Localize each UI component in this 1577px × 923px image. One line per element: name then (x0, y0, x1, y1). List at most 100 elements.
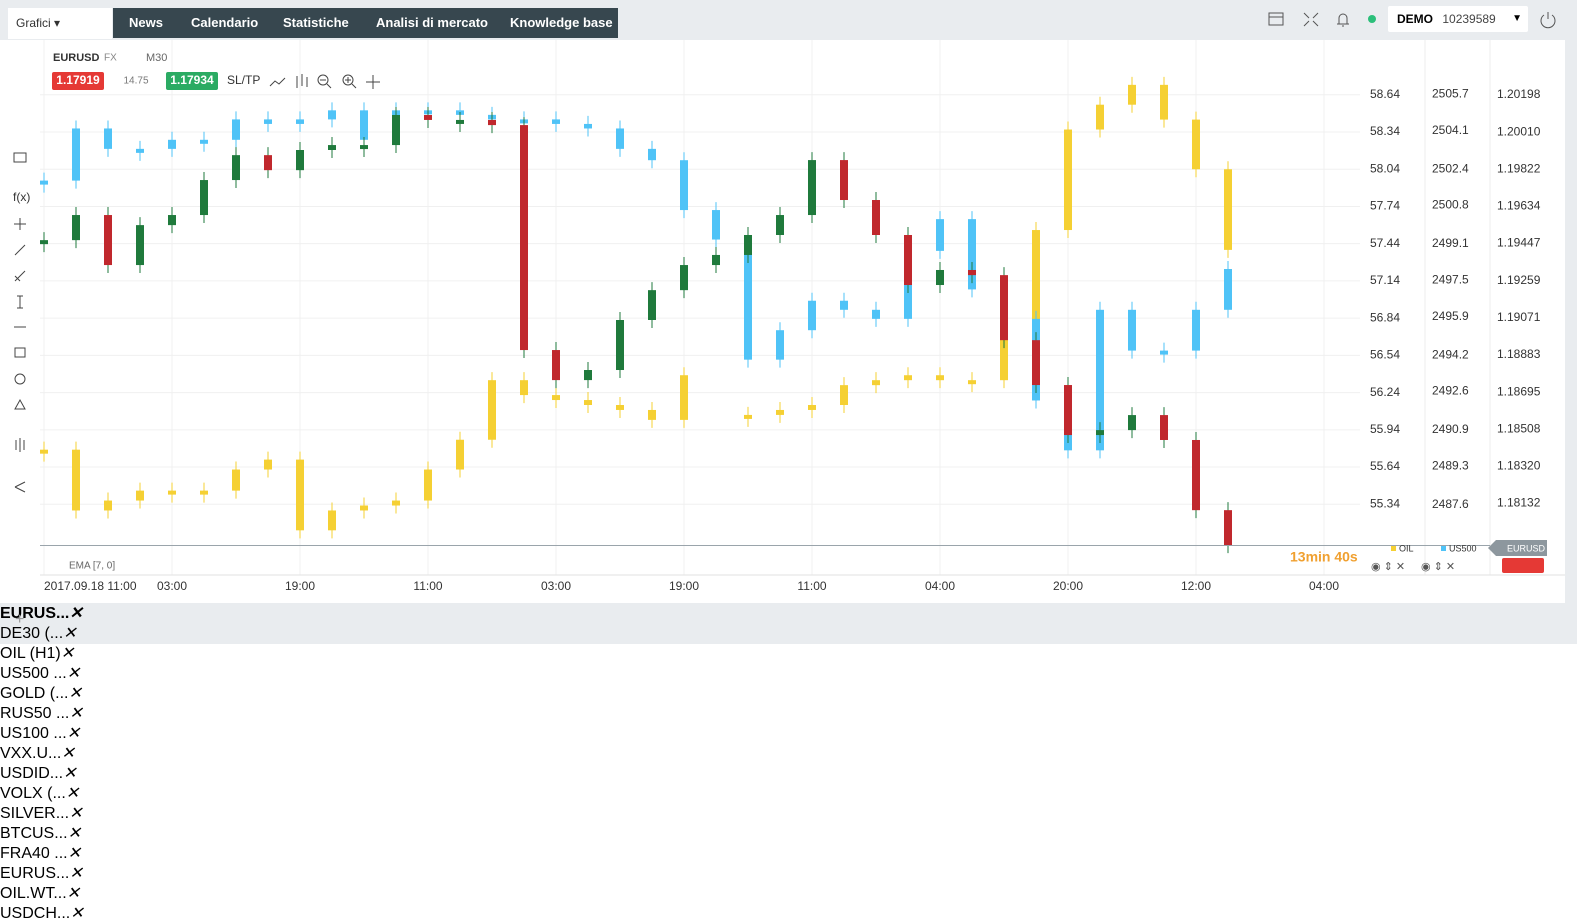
power-icon[interactable] (1536, 8, 1560, 32)
bar (680, 160, 688, 211)
tool-share[interactable] (14, 481, 26, 493)
bar (840, 385, 848, 405)
tab-close[interactable]: ✕ (66, 665, 81, 682)
tool-crosshair[interactable] (14, 218, 26, 230)
bar (1064, 129, 1072, 231)
sltp-button[interactable]: SL/TP (227, 73, 260, 87)
tab-close[interactable]: ✕ (66, 725, 81, 742)
tool-vertical[interactable] (17, 295, 23, 309)
fullscreen-icon[interactable] (1303, 12, 1319, 27)
legend-controls[interactable] (1502, 558, 1544, 573)
y-tick-label: 2489.3 (1432, 458, 1469, 472)
y-tick-label: 2494.2 (1432, 347, 1469, 361)
bar (72, 215, 80, 241)
chart-tab[interactable]: FRA40 ...✕ (0, 843, 1577, 863)
chart-tab[interactable]: US500 ...✕ (0, 663, 1577, 683)
chart-tab[interactable]: RUS50 ...✕ (0, 703, 1577, 723)
bar (264, 119, 272, 124)
bar (424, 469, 432, 501)
tab-title: EURUS... (0, 605, 70, 622)
tab-close[interactable]: ✕ (63, 625, 77, 642)
chart-tab[interactable]: VOLX (...✕ (0, 783, 1577, 803)
charts-tab[interactable]: Grafici ▾ (8, 8, 112, 39)
tab-close[interactable]: ✕ (68, 685, 82, 702)
chart-tab[interactable]: BTCUS...✕ (0, 823, 1577, 843)
layout-icon[interactable] (1268, 12, 1284, 26)
nav-item[interactable]: Analisi di mercato (376, 15, 488, 30)
tab-close[interactable]: ✕ (67, 845, 81, 862)
tab-close[interactable]: ✕ (61, 745, 75, 762)
tab-close[interactable]: ✕ (63, 765, 77, 782)
tab-title: US500 ... (0, 665, 67, 682)
ask-box[interactable] (166, 72, 218, 90)
tab-close[interactable]: ✕ (60, 645, 75, 662)
tab-close[interactable]: ✕ (69, 605, 83, 622)
bar (1128, 415, 1136, 431)
bar (232, 155, 240, 181)
tab-close[interactable]: ✕ (69, 865, 83, 882)
series-layer (40, 76, 1490, 554)
tab-close[interactable]: ✕ (66, 885, 81, 902)
bar (168, 215, 176, 226)
tool-circle[interactable] (14, 373, 26, 385)
bar (392, 115, 400, 146)
chart-tab[interactable]: US100 ...✕ (0, 723, 1577, 743)
y-tick-label: 57.44 (1370, 236, 1400, 250)
tool-triangle[interactable] (14, 398, 26, 410)
tool-linechart[interactable] (269, 77, 286, 87)
chart-tab[interactable]: OIL.WT...✕ (0, 883, 1577, 903)
tool-line[interactable] (14, 244, 26, 256)
y-tick-label: 1.19822 (1497, 162, 1541, 176)
tab-close[interactable]: ✕ (69, 705, 83, 722)
bid-box[interactable] (52, 72, 104, 90)
tab-close[interactable]: ✕ (67, 825, 81, 842)
bar (136, 225, 144, 266)
chart-tab[interactable]: DE30 (...✕ (0, 623, 1577, 643)
y-tick-label: 55.64 (1370, 459, 1400, 473)
tool-rect[interactable] (14, 347, 26, 358)
bar (40, 240, 48, 245)
bar (680, 265, 688, 291)
chart-tab[interactable]: USDCH...✕ (0, 903, 1577, 923)
tab-close[interactable]: ✕ (70, 905, 84, 922)
nav-item[interactable]: Statistiche (283, 15, 349, 30)
bar (616, 320, 624, 371)
bell-icon[interactable] (1337, 13, 1349, 27)
bar (200, 139, 208, 144)
tab-title: DE30 (... (0, 625, 64, 642)
y-tick-label: 55.94 (1370, 422, 1400, 436)
tool-channel[interactable] (14, 270, 26, 282)
y-tick-label: 1.18320 (1497, 458, 1541, 472)
tab-close[interactable]: ✕ (65, 785, 80, 802)
chart-tab[interactable]: OIL (H1)✕ (0, 643, 1577, 663)
chart-tab[interactable]: SILVER...✕ (0, 803, 1577, 823)
status-dot (1368, 15, 1376, 23)
tool-move[interactable] (366, 75, 380, 89)
bar (200, 180, 208, 216)
nav-item[interactable]: Knowledge base (510, 15, 613, 30)
bar (232, 469, 240, 491)
chart-tab[interactable]: USDID...✕ (0, 763, 1577, 783)
tab-close[interactable]: ✕ (69, 805, 83, 822)
account-box[interactable]: DEMO 10239589 ▼ (1388, 6, 1528, 32)
y-tick-label: 2487.6 (1432, 497, 1469, 511)
bar (40, 180, 48, 185)
tool-candles[interactable] (15, 438, 25, 452)
chart-tab[interactable]: GOLD (...✕ (0, 683, 1577, 703)
chart-tab[interactable]: EURUS...✕ (0, 603, 1577, 623)
legend-swatch (1391, 546, 1396, 551)
tool-fx-label[interactable]: f(x) (13, 190, 30, 204)
zoom-out[interactable] (317, 74, 329, 86)
bar (296, 150, 304, 171)
chart-tab[interactable]: EURUS...✕ (0, 863, 1577, 883)
y-tick-label: 2492.6 (1432, 384, 1469, 398)
tab-label: Grafici (16, 16, 51, 30)
tool-chart-type[interactable] (296, 74, 308, 88)
nav-item[interactable]: Calendario (191, 15, 259, 30)
y-tick-label: 1.18695 (1497, 384, 1541, 398)
chart-tab[interactable]: VXX.U...✕ (0, 743, 1577, 763)
nav-item[interactable]: News (129, 15, 163, 30)
zoom-in[interactable] (342, 74, 354, 86)
bar (136, 148, 144, 153)
tool-icon[interactable] (13, 152, 27, 163)
